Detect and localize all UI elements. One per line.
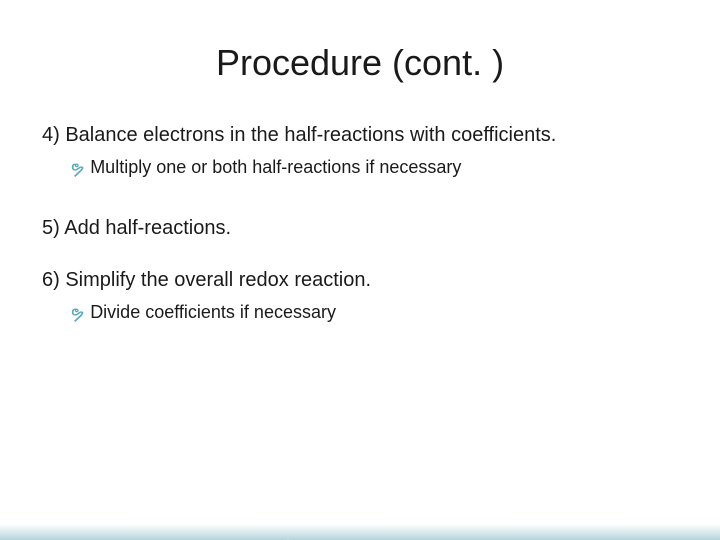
slide-body: 4) Balance electrons in the half-reactio… [0,122,720,325]
spacer [42,249,678,267]
bullet-icon: ຯ [70,157,84,180]
step-4-sub: ຯ Multiply one or both half-reactions if … [42,156,678,179]
step-6: 6) Simplify the overall redox reaction. [42,267,678,293]
decorative-band [0,524,720,540]
step-5: 5) Add half-reactions. [42,215,678,241]
slide-title: Procedure (cont. ) [0,42,720,84]
step-6-sub-text: Divide coefficients if necessary [90,302,336,322]
step-4: 4) Balance electrons in the half-reactio… [42,122,678,148]
step-4-sub-text: Multiply one or both half-reactions if n… [90,157,461,177]
step-6-sub: ຯ Divide coefficients if necessary [42,301,678,324]
slide: Procedure (cont. ) 4) Balance electrons … [0,42,720,540]
spacer [42,187,678,215]
bullet-icon: ຯ [70,302,84,325]
